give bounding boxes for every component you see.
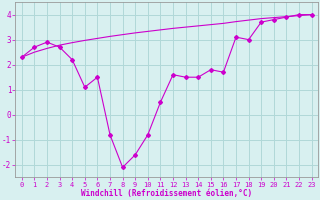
X-axis label: Windchill (Refroidissement éolien,°C): Windchill (Refroidissement éolien,°C) (81, 189, 252, 198)
